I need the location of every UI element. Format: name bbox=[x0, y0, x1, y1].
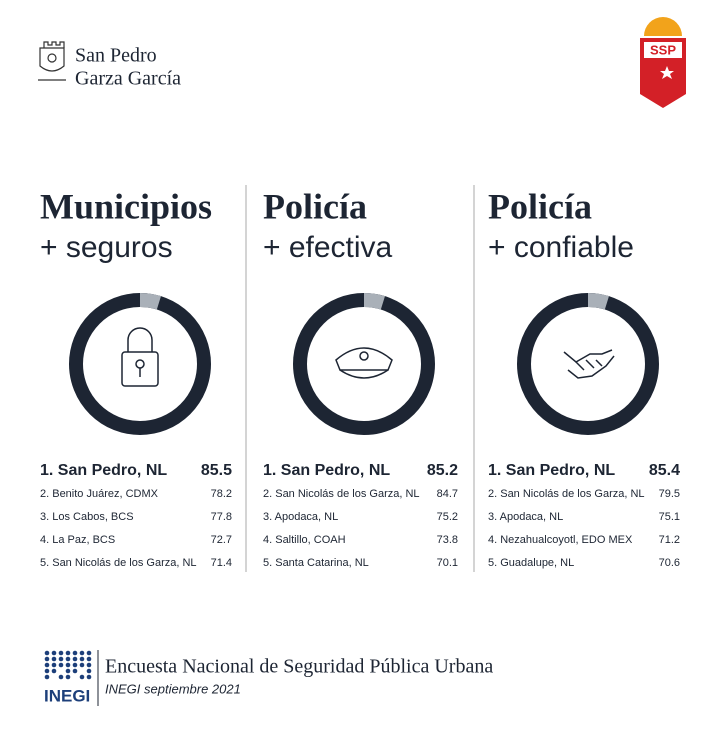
ranking-value: 84.7 bbox=[437, 488, 458, 500]
ranking-value: 70.6 bbox=[659, 557, 680, 569]
brand-line: San Pedro bbox=[75, 45, 157, 67]
ranking-value: 79.5 bbox=[659, 488, 680, 500]
ring-accent bbox=[587, 293, 609, 310]
survey-title: Encuesta Nacional de Seguridad Pública U… bbox=[105, 656, 493, 678]
ranking-value: 71.4 bbox=[211, 557, 232, 569]
logo-dot bbox=[58, 656, 64, 662]
panel-title: Policía bbox=[488, 186, 592, 226]
logo-dot bbox=[79, 650, 85, 656]
ranking-value: 72.7 bbox=[211, 534, 232, 546]
logo-dot bbox=[65, 668, 71, 674]
logo-dot bbox=[86, 662, 92, 668]
ranking-name: 3. Apodaca, NL bbox=[488, 511, 563, 523]
ranking-name: 1. San Pedro, NL bbox=[263, 462, 390, 479]
ring-accent bbox=[363, 293, 385, 310]
ranking-name: 2. San Nicolás de los Garza, NL bbox=[263, 488, 420, 500]
ranking-value: 71.2 bbox=[659, 534, 680, 546]
ranking-value: 73.8 bbox=[437, 534, 458, 546]
crest bbox=[38, 41, 66, 81]
ranking-name: 5. San Nicolás de los Garza, NL bbox=[40, 557, 197, 569]
inegi-logo bbox=[44, 650, 92, 680]
ranking-name: 1. San Pedro, NL bbox=[40, 462, 167, 479]
ranking-value: 78.2 bbox=[211, 488, 232, 500]
logo-dot bbox=[44, 668, 50, 674]
ranking-name: 3. Los Cabos, BCS bbox=[40, 511, 134, 523]
logo-dot bbox=[65, 674, 71, 680]
ranking-name: 4. Nezahualcoyotl, EDO MEX bbox=[488, 534, 633, 546]
panel-title: Municipios bbox=[40, 186, 212, 226]
logo-dot bbox=[65, 650, 71, 656]
logo-dot bbox=[72, 656, 78, 662]
logo-dot bbox=[86, 656, 92, 662]
logo-dot bbox=[86, 668, 92, 674]
ranking-value: 75.2 bbox=[437, 511, 458, 523]
ranking-value: 85.2 bbox=[427, 462, 458, 479]
ranking-name: 5. Guadalupe, NL bbox=[488, 557, 574, 569]
logo-dot bbox=[58, 662, 64, 668]
logo-dot bbox=[72, 668, 78, 674]
panel-title: Policía bbox=[263, 186, 367, 226]
panel-subtitle: + efectiva bbox=[263, 231, 393, 264]
logo-dot bbox=[44, 656, 50, 662]
logo-dot bbox=[72, 650, 78, 656]
panels: Municipios + seguros 1. San Pedro, NL 85.5 2… bbox=[40, 186, 680, 569]
ranking-name: 3. Apodaca, NL bbox=[263, 511, 338, 523]
ranking-value: 77.8 bbox=[211, 511, 232, 523]
badge-text: SSP bbox=[650, 42, 676, 57]
ranking-value: 85.5 bbox=[201, 462, 232, 479]
logo-dot bbox=[72, 662, 78, 668]
ranking-name: 2. San Nicolás de los Garza, NL bbox=[488, 488, 645, 500]
ring-accent bbox=[139, 293, 161, 310]
logo-dot bbox=[44, 650, 50, 656]
ssp-badge: SSP bbox=[640, 17, 686, 108]
logo-dot bbox=[79, 662, 85, 668]
logo-dot bbox=[44, 662, 50, 668]
logo-dot bbox=[51, 656, 57, 662]
survey-source: INEGI septiembre 2021 bbox=[105, 681, 241, 696]
logo-dot bbox=[86, 650, 92, 656]
ranking-name: 2. Benito Juárez, CDMX bbox=[40, 488, 159, 500]
cap-icon bbox=[335, 347, 393, 379]
brand-line: Garza García bbox=[75, 68, 181, 90]
ranking-name: 4. Saltillo, COAH bbox=[263, 534, 346, 546]
logo-dot bbox=[51, 650, 57, 656]
panel-subtitle: + seguros bbox=[40, 231, 173, 264]
logo-dot bbox=[65, 656, 71, 662]
ranking-name: 5. Santa Catarina, NL bbox=[263, 557, 369, 569]
logo-dot bbox=[58, 650, 64, 656]
logo-dot bbox=[51, 662, 57, 668]
logo-dot bbox=[58, 674, 64, 680]
logo-dot bbox=[44, 674, 50, 680]
logo-dot bbox=[86, 674, 92, 680]
ranking-value: 75.1 bbox=[659, 511, 680, 523]
lock-icon bbox=[121, 327, 159, 387]
ranking-value: 85.4 bbox=[649, 462, 680, 479]
logo-dot bbox=[79, 674, 85, 680]
logo-dot bbox=[79, 656, 85, 662]
ranking-name: 1. San Pedro, NL bbox=[488, 462, 615, 479]
ranking-value: 70.1 bbox=[437, 557, 458, 569]
inegi-logo-text: INEGI bbox=[44, 686, 90, 705]
panel-subtitle: + confiable bbox=[488, 231, 634, 264]
logo-dot bbox=[51, 668, 57, 674]
handshake-icon bbox=[563, 349, 615, 379]
logo-dot bbox=[65, 662, 71, 668]
ranking-name: 4. La Paz, BCS bbox=[40, 534, 115, 546]
